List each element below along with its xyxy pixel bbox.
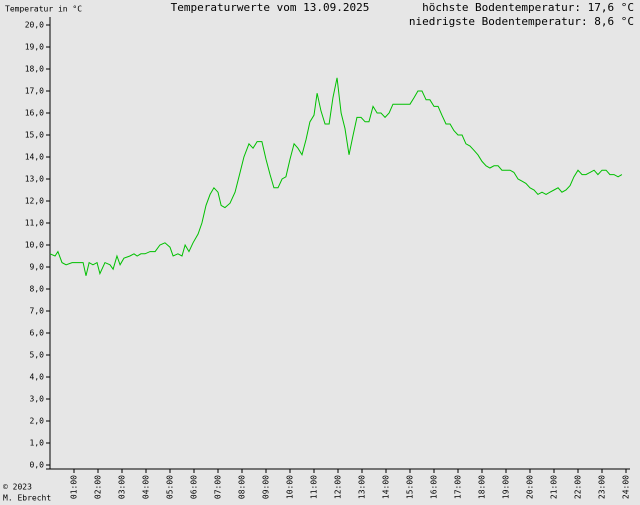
x-tick-label: 11:00 [310, 475, 319, 499]
y-tick-label: 7,0 [30, 307, 45, 316]
y-tick-label: 19,0 [25, 43, 44, 52]
x-tick-label: 05:00 [166, 475, 175, 499]
chart-title: Temperaturwerte vom 13.09.2025 [171, 1, 370, 14]
annotation: niedrigste Bodentemperatur: 8,6 °C [409, 15, 634, 28]
x-tick-label: 21:00 [550, 475, 559, 499]
footer: © 2023 [3, 483, 32, 492]
y-tick-label: 11,0 [25, 219, 44, 228]
y-tick-label: 18,0 [25, 65, 44, 74]
x-tick-label: 23:00 [598, 475, 607, 499]
x-tick-label: 01:00 [70, 475, 79, 499]
y-tick-label: 6,0 [30, 329, 45, 338]
temperature-line [49, 77, 623, 276]
y-tick-label: 16,0 [25, 109, 44, 118]
x-tick-label: 02:00 [94, 475, 103, 499]
x-tick-label: 09:00 [262, 475, 271, 499]
annotation: höchste Bodentemperatur: 17,6 °C [422, 1, 634, 14]
x-tick-label: 14:00 [382, 475, 391, 499]
x-tick-label: 20:00 [526, 475, 535, 499]
x-tick-label: 10:00 [286, 475, 295, 499]
y-tick-label: 9,0 [30, 263, 45, 272]
y-tick-label: 15,0 [25, 131, 44, 140]
y-tick-label: 3,0 [30, 395, 45, 404]
footer: M. Ebrecht [3, 494, 51, 503]
y-tick-label: 17,0 [25, 87, 44, 96]
x-tick-label: 22:00 [574, 475, 583, 499]
x-tick-label: 24:00 [622, 475, 631, 499]
y-tick-label: 8,0 [30, 285, 45, 294]
y-tick-label: 0,0 [30, 461, 45, 470]
x-tick-label: 17:00 [454, 475, 463, 499]
y-tick-label: 1,0 [30, 439, 45, 448]
y-tick-label: 12,0 [25, 197, 44, 206]
x-tick-label: 12:00 [334, 475, 343, 499]
y-axis-label: Temperatur in °C [5, 5, 82, 14]
x-tick-label: 03:00 [118, 475, 127, 499]
y-tick-label: 4,0 [30, 373, 45, 382]
y-tick-label: 20,0 [25, 21, 44, 30]
y-tick-label: 5,0 [30, 351, 45, 360]
y-tick-label: 13,0 [25, 175, 44, 184]
y-tick-label: 2,0 [30, 417, 45, 426]
y-tick-label: 14,0 [25, 153, 44, 162]
x-tick-label: 19:00 [502, 475, 511, 499]
x-tick-label: 13:00 [358, 475, 367, 499]
x-tick-label: 15:00 [406, 475, 415, 499]
x-tick-label: 08:00 [238, 475, 247, 499]
x-tick-label: 07:00 [214, 475, 223, 499]
x-tick-label: 16:00 [430, 475, 439, 499]
y-tick-label: 10,0 [25, 241, 44, 250]
x-tick-label: 06:00 [190, 475, 199, 499]
x-tick-label: 04:00 [142, 475, 151, 499]
x-tick-label: 18:00 [478, 475, 487, 499]
